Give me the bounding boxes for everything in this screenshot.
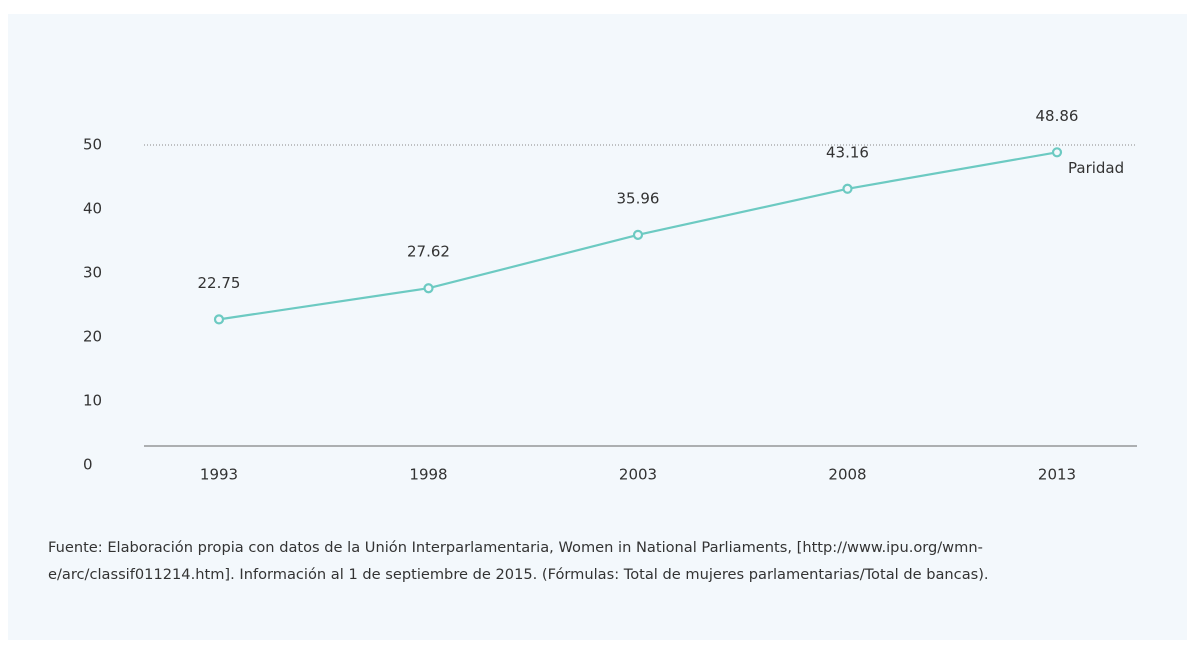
reference-label: Paridad — [1068, 159, 1124, 177]
point — [632, 229, 644, 240]
y-tick-label: 0 — [83, 456, 93, 474]
data-label: 27.62 — [407, 243, 450, 261]
point — [1051, 147, 1063, 158]
y-tick-label: 40 — [83, 200, 102, 218]
y-tick-label: 50 — [83, 136, 102, 154]
data-label: 48.86 — [1036, 107, 1079, 125]
data-label: 22.75 — [198, 274, 241, 292]
y-tick-label: 20 — [83, 328, 102, 346]
chart-panel — [8, 14, 1187, 640]
x-tick-label: 1998 — [409, 466, 447, 484]
y-tick-label: 10 — [83, 392, 102, 410]
data-label: 43.16 — [826, 143, 869, 161]
point — [842, 183, 853, 194]
point — [423, 283, 434, 294]
data-label: 35.96 — [617, 189, 660, 207]
point — [213, 314, 225, 325]
x-tick-label: 2003 — [619, 466, 657, 484]
x-tick-label: 1993 — [200, 466, 238, 484]
x-tick-label: 2008 — [828, 466, 866, 484]
source-note: Fuente: Elaboración propia con datos de … — [48, 539, 989, 583]
y-tick-label: 30 — [83, 264, 102, 282]
x-tick-label: 2013 — [1038, 466, 1076, 484]
